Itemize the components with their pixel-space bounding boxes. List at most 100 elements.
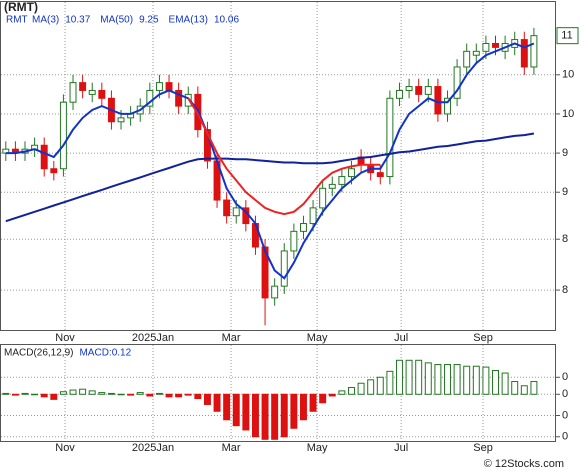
- legend-value: 10.37: [65, 15, 90, 26]
- macd-bar: [31, 393, 39, 396]
- macd-bar: [396, 359, 403, 395]
- candle-body: [415, 86, 423, 95]
- candle-body: [319, 187, 327, 209]
- y-tick-label: 10: [562, 69, 574, 81]
- last-price-label: 11: [561, 30, 572, 42]
- macd-bar: [136, 392, 144, 395]
- x-tick-label: May: [307, 442, 328, 454]
- macd-title: MACD(26,12,9): [4, 348, 73, 359]
- candle-body: [299, 223, 307, 232]
- macd-bar: [415, 359, 423, 395]
- candle-body: [146, 89, 154, 107]
- macd-bar: [309, 393, 317, 412]
- candle-body: [309, 207, 317, 225]
- macd-bar: [376, 376, 384, 395]
- candle-body: [482, 42, 490, 52]
- ma-line: [5, 42, 535, 280]
- candle-body: [463, 50, 471, 68]
- y-tick-label: 0: [562, 409, 568, 421]
- macd-bar: [107, 392, 115, 395]
- macd-bar: [213, 393, 221, 412]
- macd-bar: [98, 392, 106, 395]
- candle-body: [472, 50, 480, 56]
- candle-body: [290, 230, 298, 252]
- candle-body: [434, 86, 442, 115]
- candle-body: [444, 97, 451, 115]
- macd-bar: [328, 393, 336, 397]
- macd-bar: [511, 381, 519, 395]
- legend-value: 9.25: [139, 15, 159, 26]
- macd-bar: [21, 392, 29, 395]
- macd-bar: [175, 393, 183, 398]
- x-tick-label: Sep: [473, 442, 493, 454]
- macd-bar: [127, 393, 135, 396]
- footer: © 12Stocks.com: [484, 458, 564, 470]
- macd-bar: [492, 369, 499, 395]
- y-tick-label: 8: [562, 233, 568, 245]
- candle-body: [405, 86, 413, 91]
- y-tick-label: 0: [562, 371, 568, 383]
- legend-value: 10.06: [214, 15, 239, 26]
- macd-bar: [482, 366, 490, 395]
- y-tick-label: 8: [562, 284, 568, 296]
- x-tick-label: Jul: [394, 332, 408, 344]
- x-tick-label: Nov: [55, 442, 75, 454]
- candle-body: [280, 250, 288, 287]
- macd-bar: [472, 365, 480, 395]
- candle-body: [386, 97, 394, 178]
- macd-bar: [405, 359, 413, 395]
- macd-bar: [299, 393, 307, 421]
- candle-body: [376, 172, 384, 178]
- candle-body: [50, 168, 58, 174]
- candle-body: [492, 42, 499, 48]
- ma-line: [187, 97, 381, 216]
- macd-bar: [463, 365, 471, 395]
- x-tick-label: Sep: [473, 332, 493, 344]
- macd-bar: [203, 393, 211, 405]
- macd-bar: [232, 393, 240, 427]
- macd-bar: [223, 393, 231, 421]
- macd-bar: [501, 372, 509, 395]
- macd-bar: [520, 385, 528, 395]
- x-tick-label: May: [307, 332, 328, 344]
- candle-body: [175, 89, 183, 107]
- macd-bar: [434, 364, 442, 395]
- macd-bar: [338, 390, 346, 395]
- candle-body: [117, 117, 125, 123]
- candle-body: [424, 86, 432, 95]
- candle-body: [223, 199, 231, 217]
- macd-bar: [155, 392, 163, 395]
- macd-bar: [319, 393, 327, 404]
- x-tick-label: Mar: [222, 442, 241, 454]
- macd-bar: [184, 393, 192, 396]
- candle-body: [79, 82, 87, 91]
- macd-bar: [194, 393, 202, 400]
- macd-bar: [146, 393, 154, 397]
- price-panel-frame: [0, 1, 556, 331]
- y-tick-label: 0: [562, 388, 568, 400]
- candle-body: [261, 246, 269, 299]
- macd-bar: [117, 393, 125, 396]
- candle-body: [347, 168, 355, 178]
- candle-body: [520, 39, 528, 68]
- candle-body: [40, 144, 48, 170]
- y-tick-label: 0: [562, 431, 568, 443]
- candle-body: [203, 129, 211, 162]
- legend-name: MA(3): [32, 15, 59, 26]
- y-tick-label: 9: [562, 186, 568, 198]
- macd-bar: [242, 393, 250, 431]
- macd-bar: [444, 364, 451, 395]
- macd-bar: [165, 393, 173, 398]
- macd-bar: [271, 393, 279, 440]
- legend-ticker: RMT: [6, 15, 28, 26]
- candle-body: [396, 89, 403, 99]
- macd-bar: [59, 391, 67, 395]
- macd-bar: [2, 392, 10, 395]
- macd-panel-frame: [0, 344, 556, 442]
- candle-body: [165, 82, 173, 91]
- macd-legend: MACD:0.12: [79, 348, 131, 359]
- x-tick-label: 2025Jan: [132, 442, 174, 454]
- macd-bar: [357, 382, 365, 395]
- y-tick-label: 9: [562, 147, 568, 159]
